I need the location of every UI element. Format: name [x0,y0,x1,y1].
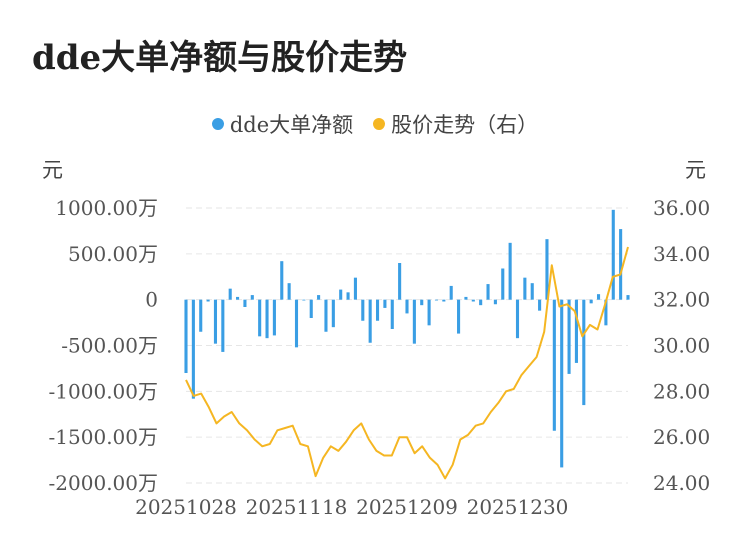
bar [471,299,475,302]
bar [486,284,490,300]
bar [331,299,335,328]
bar [582,299,586,406]
bar [611,209,615,300]
bar [375,299,380,321]
bar [339,289,343,300]
bar [596,294,601,300]
y-left-ticks: 1000.00万 500.00万 0 -500.00万 -1000.00万 -1500.0… [49,196,158,495]
bar [442,299,446,302]
y-left-tick-label: -1000.00万 [49,379,158,403]
bar [368,299,372,343]
bar [604,299,608,326]
legend-label-dde: dde大单净额 [229,113,354,137]
y-left-tick-label: -2000.00万 [49,471,158,495]
bar [412,299,416,344]
bar [250,295,254,300]
legend-item-dde[interactable]: dde大单净额 [211,109,354,139]
bar [449,285,453,300]
bar [434,299,439,301]
bar [530,283,534,300]
y-left-tick-label: 1000.00万 [55,196,158,220]
bar [317,295,321,300]
bar [191,299,195,399]
legend-label-price: 股价走势（右） [391,113,539,137]
bar [427,299,431,326]
bar [361,299,365,321]
bar [272,299,276,336]
bar [501,268,505,300]
x-tick-label: 20251028 [135,495,237,519]
bar [457,299,461,334]
bar [346,292,350,300]
x-tick-label: 20251230 [467,495,569,519]
y-left-unit-label: 元 [42,158,63,182]
bar [287,283,291,300]
y-right-tick-label: 30.00 [653,334,710,358]
bar [493,299,497,305]
chart-legend: dde大单净额 股价走势（右） [0,109,750,139]
bar [280,261,284,300]
y-left-tick-label: 0 [145,288,158,312]
y-right-tick-label: 28.00 [653,379,710,403]
bar [309,299,313,318]
y-left-tick-label: -500.00万 [61,334,158,358]
y-left-tick-label: -1500.00万 [49,425,158,449]
legend-item-price[interactable]: 股价走势（右） [373,109,538,139]
bar [405,299,409,314]
price-line [185,246,629,480]
bar [199,299,203,332]
bar [206,299,210,302]
y-left-tick-label: 500.00万 [68,242,158,266]
legend-dot-dde [211,118,224,130]
y-right-ticks: 36.00 34.00 32.00 30.00 28.00 26.00 24.00 [653,196,710,495]
chart-title: dde大单净额与股价走势 [32,38,408,78]
y-right-tick-label: 32.00 [653,288,710,312]
bar [420,299,424,306]
bar [213,299,218,344]
line-series [185,246,629,480]
x-tick-label: 20251118 [246,495,348,519]
y-right-tick-label: 34.00 [653,242,710,266]
bar [228,288,232,300]
legend-dot-price [373,118,386,130]
bar [302,299,306,301]
bar [258,299,262,337]
bar [523,277,527,300]
bar [508,242,512,300]
bar [589,299,593,304]
bar [398,263,402,300]
bar [265,299,269,339]
bar [538,299,542,311]
bar [552,299,556,431]
bar [184,299,188,373]
bar [464,296,468,300]
bar [567,299,571,374]
bar [294,299,299,348]
bar [390,299,394,329]
bar [221,299,225,352]
bar [353,277,357,300]
bar [515,299,520,339]
bar-series [184,209,630,468]
bar [243,299,247,307]
bar [545,239,549,300]
x-ticks: 20251028 20251118 20251209 20251230 [135,495,568,519]
y-right-unit-label: 元 [685,158,706,182]
bar [619,229,623,300]
y-right-tick-label: 24.00 [653,471,710,495]
x-tick-label: 20251209 [356,495,458,519]
bar [383,299,387,308]
bar [479,299,483,306]
bar [626,295,630,300]
bar [574,299,578,363]
bar [560,299,564,468]
y-right-tick-label: 36.00 [653,196,710,220]
y-right-tick-label: 26.00 [653,425,710,449]
bar [236,296,240,300]
bar [324,299,328,332]
